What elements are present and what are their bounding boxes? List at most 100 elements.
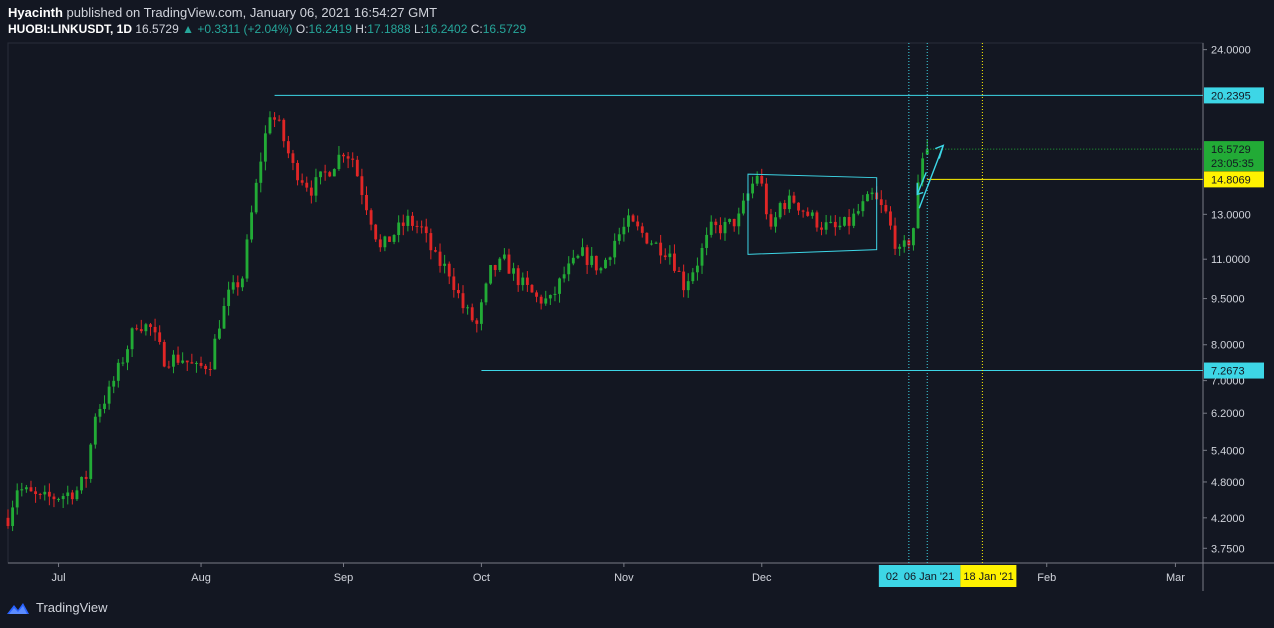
candle-body [277, 119, 281, 121]
symbol-label[interactable]: HUOBI:LINKUSDT, 1D [8, 22, 133, 36]
x-tick-label: Nov [614, 572, 634, 584]
open-label: O: [295, 22, 309, 36]
brand-label: TradingView [36, 600, 108, 615]
candle-body [760, 175, 764, 184]
candle-body [466, 307, 470, 309]
author-name[interactable]: Hyacinth [8, 5, 63, 20]
candle-body [34, 491, 38, 495]
candle-body [539, 296, 543, 304]
y-tick-label: 24.0000 [1211, 45, 1251, 57]
candle-body [415, 225, 419, 227]
candle-body [20, 489, 24, 491]
candle-body [319, 171, 322, 178]
candle-body [489, 264, 493, 284]
candle-body [576, 255, 580, 258]
level-price-label: 14.8069 [1211, 174, 1251, 186]
candle-body [718, 225, 722, 234]
candle-body [898, 246, 902, 249]
y-tick-label: 8.0000 [1211, 340, 1245, 352]
candle-body [208, 369, 212, 371]
candle-body [24, 487, 28, 490]
date-label-target: 18 Jan '21 [963, 571, 1013, 583]
candle-body [89, 444, 93, 479]
candle-body [162, 342, 166, 367]
candle-body [617, 234, 621, 241]
pullback-arrow[interactable] [916, 172, 927, 195]
high-label: H: [355, 22, 368, 36]
candle-body [774, 217, 777, 227]
candle-body [84, 476, 88, 479]
candle-body [103, 403, 106, 409]
candle-body [6, 517, 10, 527]
candle-body [116, 362, 120, 381]
candle-body [879, 199, 883, 206]
candle-body [70, 492, 74, 500]
tradingview-brand[interactable]: TradingView [6, 600, 108, 615]
candle-body [332, 169, 336, 177]
close-label: C: [470, 22, 483, 36]
candle-body [199, 362, 203, 366]
candle-body [870, 192, 874, 195]
candle-body [195, 362, 198, 364]
x-tick-label: Feb [1037, 572, 1056, 584]
candle-body [581, 247, 584, 256]
candle-body [833, 221, 837, 228]
candle-body [369, 210, 373, 225]
date-badge-yellow [960, 565, 1017, 587]
candle-body [392, 234, 396, 242]
candle-body [300, 180, 304, 183]
last-price: 16.5729 [135, 22, 179, 36]
candle-body [627, 215, 630, 227]
candle-body [567, 263, 571, 275]
candle-body [650, 243, 653, 245]
candle-body [130, 328, 134, 350]
candle-body [172, 354, 175, 367]
candle-body [337, 154, 341, 170]
pullback-arrow-head [916, 183, 924, 196]
y-tick-label: 7.0000 [1211, 376, 1245, 388]
candle-body [484, 283, 488, 303]
candle-body [57, 499, 60, 501]
candle-body [434, 250, 437, 252]
candle-body [843, 217, 846, 226]
x-tick-label: Oct [473, 572, 490, 584]
candle-body [254, 182, 258, 213]
plot-area [7, 42, 1204, 564]
candle-body [695, 265, 699, 273]
candle-body [365, 194, 368, 211]
x-tick-label: Jul [52, 572, 66, 584]
candle-body [493, 264, 497, 271]
candle-body [732, 218, 736, 227]
candle-body [374, 224, 378, 240]
candle-body [144, 324, 148, 332]
candle-body [236, 282, 240, 288]
candle-body [126, 349, 129, 363]
candle-body [553, 293, 557, 295]
candle-body [847, 217, 851, 226]
candle-body [121, 362, 125, 364]
x-tick-label: Sep [334, 572, 354, 584]
candle-body [438, 251, 442, 266]
candle-body [15, 490, 19, 508]
candle-body [585, 247, 589, 265]
candle-body [153, 326, 157, 333]
candle-body [673, 253, 676, 271]
candle-body [682, 271, 686, 291]
range-box-drawing[interactable] [747, 173, 878, 255]
y-tick-label: 11.0000 [1211, 254, 1250, 266]
candle-body [263, 133, 267, 162]
candle-body [594, 255, 598, 271]
candle-body [470, 307, 474, 321]
candle-body [902, 240, 906, 247]
candle-body [893, 225, 897, 249]
low-value: 16.2402 [424, 22, 468, 36]
candle-body [521, 277, 525, 286]
level-price-label: 20.2395 [1211, 90, 1251, 102]
candle-body [599, 268, 603, 271]
candle-body [663, 255, 667, 258]
candle-body [342, 154, 345, 157]
projection-arrow[interactable] [918, 145, 944, 209]
candle-body [705, 234, 709, 248]
candle-body [112, 380, 116, 387]
